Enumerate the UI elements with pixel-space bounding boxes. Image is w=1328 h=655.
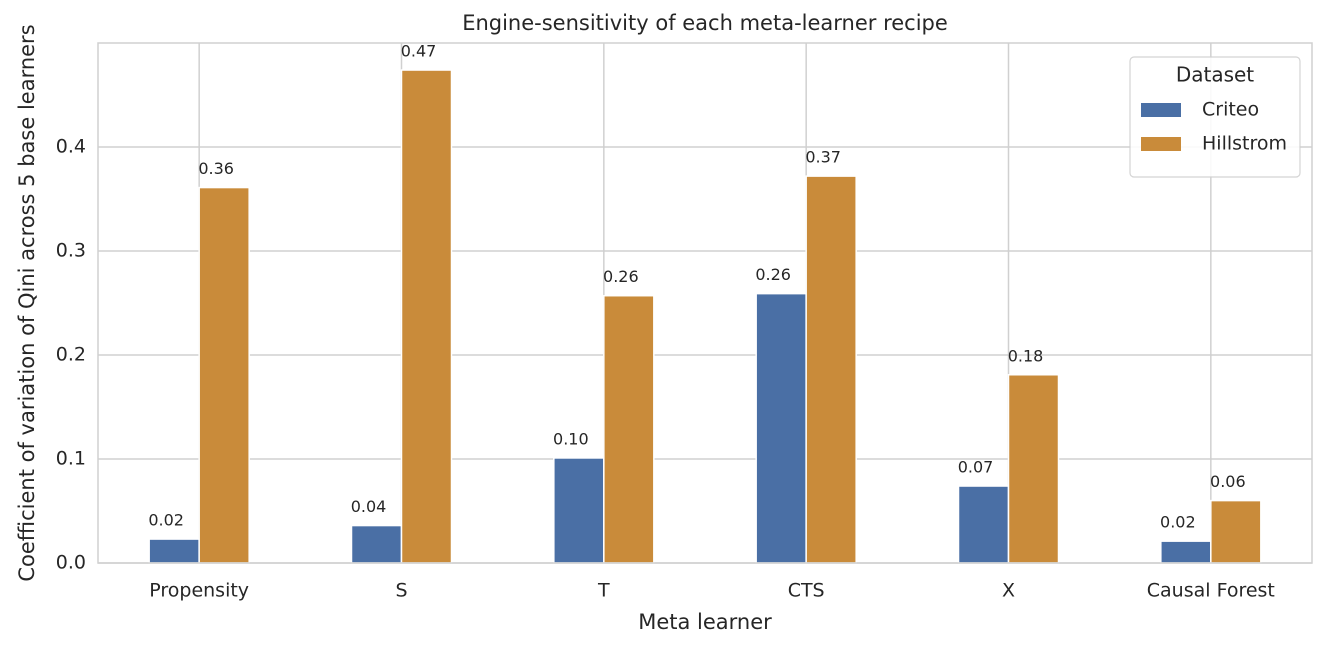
value-label: 0.36 [198,159,234,178]
value-label: 0.18 [1008,346,1044,365]
y-axis-label: Coefficient of variation of Qini across … [15,24,39,581]
bar [350,524,403,564]
value-label: 0.37 [805,148,841,167]
y-tick-label: 0.2 [56,344,86,366]
x-tick-label: X [1002,580,1015,602]
x-tick-label: CTS [788,580,825,602]
legend-title: Dataset [1176,63,1254,87]
x-axis-label: Meta learner [638,610,772,634]
value-label: 0.26 [603,267,639,286]
y-tick-label: 0.0 [56,552,86,574]
value-label: 0.07 [958,458,994,477]
x-tick-label: T [597,580,610,602]
bar [198,186,250,564]
bar [805,175,857,564]
bar [148,538,200,564]
value-label: 0.26 [755,265,791,284]
bar [553,457,605,564]
bar [755,292,807,564]
y-tick-label: 0.1 [56,448,86,470]
value-label: 0.47 [401,42,437,61]
chart-title: Engine-sensitivity of each meta-learner … [462,11,948,35]
legend: Dataset Criteo Hillstrom [1129,56,1301,178]
bar [1007,374,1060,564]
legend-label: Criteo [1202,99,1259,121]
legend-swatch [1141,103,1181,117]
value-label: 0.04 [351,497,387,516]
y-tick-label: 0.4 [56,136,86,158]
x-tick-label: Propensity [149,580,249,602]
legend-swatch [1141,137,1181,151]
y-tick-label: 0.3 [56,240,86,262]
value-label: 0.06 [1210,472,1246,491]
bar [603,294,655,564]
value-label: 0.02 [148,511,184,530]
bar [1160,540,1212,564]
value-label: 0.10 [553,429,589,448]
value-label: 0.02 [1160,513,1196,532]
x-tick-label: S [395,580,407,602]
x-tick-label: Causal Forest [1147,580,1275,602]
plot-frame [97,42,1313,564]
bar [1210,499,1262,564]
bar [957,485,1010,564]
bar [400,69,453,564]
legend-label: Hillstrom [1202,133,1287,155]
